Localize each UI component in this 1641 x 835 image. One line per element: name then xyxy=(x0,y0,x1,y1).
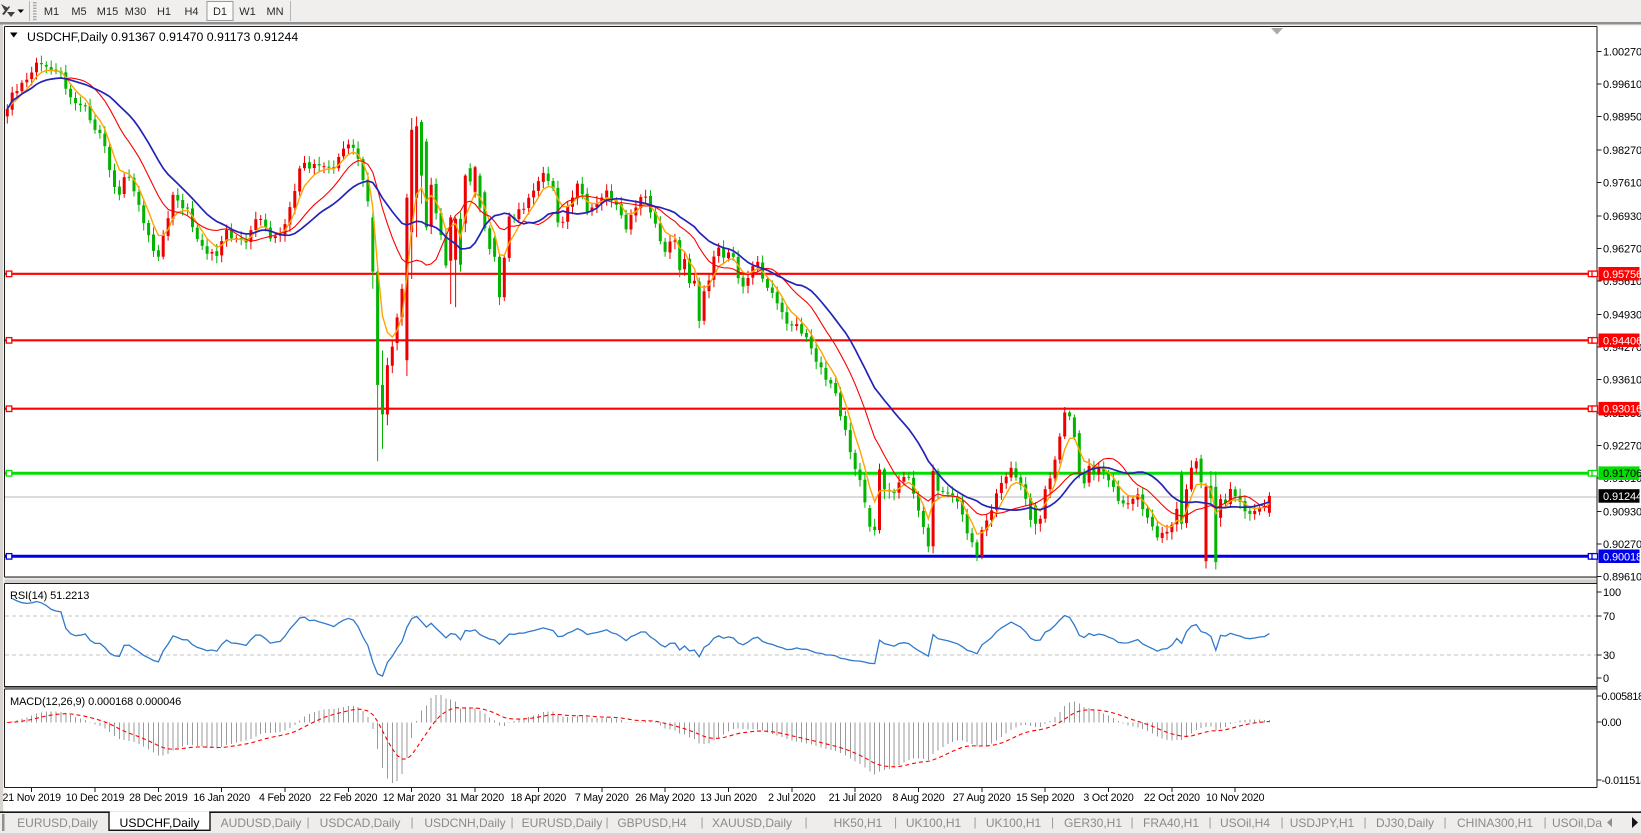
svg-text:UK100,H1: UK100,H1 xyxy=(986,816,1042,830)
svg-text:30: 30 xyxy=(1603,650,1615,662)
svg-text:10 Dec 2019: 10 Dec 2019 xyxy=(66,792,125,804)
svg-text:|: | xyxy=(1443,815,1446,829)
svg-text:16 Jan 2020: 16 Jan 2020 xyxy=(193,792,250,804)
svg-text:8 Aug 2020: 8 Aug 2020 xyxy=(892,792,944,804)
svg-text:0.96930: 0.96930 xyxy=(1603,211,1641,223)
svg-text:21 Nov 2019: 21 Nov 2019 xyxy=(2,792,61,804)
svg-text:|: | xyxy=(1051,815,1054,829)
svg-text:0.90930: 0.90930 xyxy=(1603,506,1641,518)
svg-text:0.95756: 0.95756 xyxy=(1603,269,1641,281)
svg-text:W1: W1 xyxy=(239,6,256,18)
svg-text:M15: M15 xyxy=(97,6,118,18)
svg-text:28 Dec 2019: 28 Dec 2019 xyxy=(129,792,188,804)
svg-text:2 Jul 2020: 2 Jul 2020 xyxy=(768,792,816,804)
svg-text:USDCHF,Daily 0.91367 0.91470: USDCHF,Daily 0.91367 0.91470 0.91173 0.9… xyxy=(27,30,298,44)
svg-text:4 Feb 2020: 4 Feb 2020 xyxy=(259,792,311,804)
svg-text:22 Feb 2020: 22 Feb 2020 xyxy=(319,792,377,804)
svg-text:MN: MN xyxy=(266,6,283,18)
svg-text:USDCHF,Daily: USDCHF,Daily xyxy=(120,816,201,830)
svg-text:0.93610: 0.93610 xyxy=(1603,374,1641,386)
svg-text:GER30,H1: GER30,H1 xyxy=(1064,816,1122,830)
svg-text:0.89610: 0.89610 xyxy=(1603,571,1641,583)
svg-text:26 May 2020: 26 May 2020 xyxy=(635,792,695,804)
svg-text:0.99610: 0.99610 xyxy=(1603,79,1641,91)
svg-text:USOil,Da: USOil,Da xyxy=(1552,816,1602,830)
svg-text:|: | xyxy=(1280,815,1283,829)
svg-text:USDCAD,Daily: USDCAD,Daily xyxy=(320,816,401,830)
svg-text:10 Nov 2020: 10 Nov 2020 xyxy=(1206,792,1265,804)
svg-text:|: | xyxy=(605,815,608,829)
svg-text:GBPUSD,H4: GBPUSD,H4 xyxy=(617,816,687,830)
svg-text:|: | xyxy=(1130,815,1133,829)
svg-text:0.96270: 0.96270 xyxy=(1603,244,1641,256)
svg-text:27 Aug 2020: 27 Aug 2020 xyxy=(953,792,1011,804)
svg-text:|: | xyxy=(973,815,976,829)
svg-text:-0.011514: -0.011514 xyxy=(1602,775,1641,787)
svg-text:7 May 2020: 7 May 2020 xyxy=(575,792,629,804)
svg-text:0.98270: 0.98270 xyxy=(1603,145,1641,157)
svg-text:XAUUSD,Daily: XAUUSD,Daily xyxy=(712,816,792,830)
svg-text:H4: H4 xyxy=(184,6,198,18)
svg-text:EURUSD,Daily: EURUSD,Daily xyxy=(522,816,603,830)
svg-text:100: 100 xyxy=(1603,587,1621,599)
svg-text:|: | xyxy=(894,815,897,829)
svg-text:13 Jun 2020: 13 Jun 2020 xyxy=(700,792,757,804)
svg-text:|: | xyxy=(306,815,309,829)
svg-text:0.92270: 0.92270 xyxy=(1603,440,1641,452)
svg-text:USOil,H4: USOil,H4 xyxy=(1220,816,1270,830)
svg-text:0.93016: 0.93016 xyxy=(1603,404,1641,416)
svg-text:FRA40,H1: FRA40,H1 xyxy=(1143,816,1199,830)
svg-text:0.90270: 0.90270 xyxy=(1603,539,1641,551)
svg-text:|: | xyxy=(510,815,513,829)
svg-text:0.00: 0.00 xyxy=(1602,717,1622,729)
svg-text:1.00270: 1.00270 xyxy=(1603,47,1641,59)
svg-text:M1: M1 xyxy=(44,6,59,18)
svg-text:AUDUSD,Daily: AUDUSD,Daily xyxy=(221,816,302,830)
svg-text:0.97610: 0.97610 xyxy=(1603,178,1641,190)
svg-text:21 Jul 2020: 21 Jul 2020 xyxy=(829,792,882,804)
svg-text:|: | xyxy=(1208,815,1211,829)
svg-text:UK100,H1: UK100,H1 xyxy=(906,816,962,830)
svg-text:|: | xyxy=(804,815,807,829)
svg-text:|: | xyxy=(1543,815,1546,829)
svg-text:0.005818: 0.005818 xyxy=(1602,691,1641,703)
svg-text:0.98950: 0.98950 xyxy=(1603,112,1641,124)
svg-text:EURUSD,Daily: EURUSD,Daily xyxy=(17,816,98,830)
svg-text:12 Mar 2020: 12 Mar 2020 xyxy=(383,792,441,804)
svg-text:0.94406: 0.94406 xyxy=(1603,335,1641,347)
svg-text:M30: M30 xyxy=(125,6,146,18)
svg-text:HK50,H1: HK50,H1 xyxy=(834,816,883,830)
svg-text:15 Sep 2020: 15 Sep 2020 xyxy=(1016,792,1075,804)
svg-text:0.90018: 0.90018 xyxy=(1603,551,1641,563)
svg-text:|: | xyxy=(1363,815,1366,829)
svg-text:0.91706: 0.91706 xyxy=(1603,468,1641,480)
svg-text:0.94930: 0.94930 xyxy=(1603,309,1641,321)
svg-text:|: | xyxy=(410,815,413,829)
svg-text:31 Mar 2020: 31 Mar 2020 xyxy=(446,792,504,804)
svg-text:0.91244: 0.91244 xyxy=(1603,491,1641,503)
svg-text:D1: D1 xyxy=(213,6,227,18)
svg-text:70: 70 xyxy=(1603,611,1615,623)
svg-text:RSI(14) 51.2213: RSI(14) 51.2213 xyxy=(10,590,89,602)
svg-text:MACD(12,26,9) 0.000168 0.00004: MACD(12,26,9) 0.000168 0.000046 xyxy=(10,696,181,708)
svg-text:M5: M5 xyxy=(71,6,86,18)
svg-text:USDJPY,H1: USDJPY,H1 xyxy=(1290,816,1355,830)
svg-text:3 Oct 2020: 3 Oct 2020 xyxy=(1083,792,1134,804)
svg-text:22 Oct 2020: 22 Oct 2020 xyxy=(1144,792,1200,804)
svg-text:CHINA300,H1: CHINA300,H1 xyxy=(1457,816,1533,830)
svg-text:|: | xyxy=(700,815,703,829)
svg-text:0: 0 xyxy=(1603,673,1609,685)
svg-text:H1: H1 xyxy=(157,6,171,18)
svg-text:18 Apr 2020: 18 Apr 2020 xyxy=(511,792,567,804)
svg-text:DJ30,Daily: DJ30,Daily xyxy=(1376,816,1434,830)
svg-text:USDCNH,Daily: USDCNH,Daily xyxy=(424,816,505,830)
